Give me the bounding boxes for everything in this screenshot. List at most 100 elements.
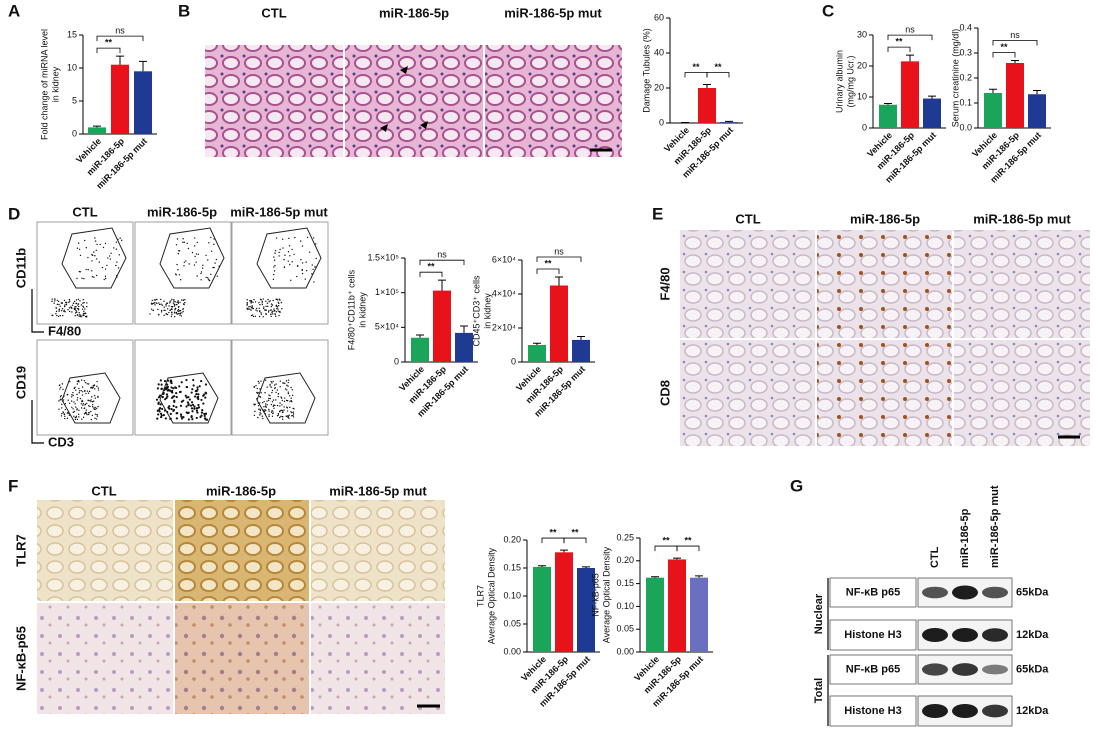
flow-event	[194, 389, 197, 393]
flow-event	[195, 416, 198, 420]
flow-event	[157, 401, 160, 404]
significance-label: **	[692, 62, 700, 72]
flow-event	[176, 301, 178, 304]
flow-event	[262, 316, 264, 318]
flow-event	[190, 415, 193, 418]
flow-event	[166, 389, 169, 392]
flow-event	[197, 393, 200, 396]
flow-event	[71, 396, 73, 398]
bar	[1028, 94, 1046, 128]
flow-event	[259, 396, 262, 398]
significance-bracket	[563, 537, 587, 544]
flow-event	[182, 299, 185, 302]
y-tick-label: 0.10	[616, 601, 634, 611]
flow-event	[52, 314, 54, 316]
flow-event	[248, 306, 250, 308]
flow-event	[292, 413, 295, 415]
flow-event	[288, 414, 290, 416]
flow-event	[78, 392, 80, 394]
flow-event	[109, 258, 112, 260]
flow-event	[197, 406, 201, 409]
flow-event	[204, 412, 208, 415]
flow-event	[272, 399, 275, 401]
flow-event	[178, 274, 181, 276]
band-size: 12kDa	[1016, 629, 1049, 641]
flow-event	[250, 301, 252, 303]
flow-event	[175, 391, 178, 395]
y-axis-label: NF-kB-p65	[590, 573, 600, 617]
column-header: CTL	[72, 204, 97, 219]
flow-event	[291, 411, 293, 414]
y-axis-label: TLR7	[475, 585, 485, 607]
flow-event	[309, 251, 311, 253]
gate	[61, 227, 127, 289]
error-bar	[533, 342, 541, 345]
flow-event	[76, 399, 78, 401]
flow-event	[300, 258, 302, 261]
flow-event	[86, 383, 88, 385]
flow-event	[275, 383, 277, 385]
flow-event	[257, 380, 260, 383]
blot-label: Histone H3	[844, 629, 901, 641]
significance-label: **	[684, 535, 692, 545]
flow-event	[84, 308, 86, 310]
flow-event	[64, 417, 66, 420]
y-axis-label: (mg/mg Ucr.)	[845, 55, 855, 107]
flow-event	[157, 308, 159, 311]
flow-event	[283, 258, 285, 261]
flow-event	[102, 246, 105, 249]
flow-event	[81, 277, 83, 280]
error-bar	[555, 276, 563, 286]
flow-event	[176, 313, 179, 315]
flow-event	[181, 312, 183, 314]
blot-label: NF-κB p65	[846, 586, 900, 598]
flow-event	[252, 301, 254, 304]
flow-event	[189, 404, 193, 407]
flow-event	[159, 415, 163, 419]
flow-event	[174, 301, 176, 303]
flow-event	[58, 303, 60, 306]
flow-event	[190, 391, 193, 394]
flow-event	[110, 252, 112, 255]
flow-event	[177, 300, 179, 302]
flow-event	[262, 307, 265, 310]
flow-event	[71, 311, 73, 313]
flow-event	[187, 418, 190, 421]
flow-event	[115, 241, 118, 243]
flow-event	[253, 404, 256, 406]
panel-label: E	[652, 204, 663, 223]
flow-event	[179, 413, 183, 416]
flow-event	[287, 379, 290, 381]
flow-event	[85, 412, 88, 414]
flow-event	[305, 261, 307, 263]
flow-event	[272, 278, 275, 281]
flow-event	[258, 302, 260, 304]
flow-event	[175, 303, 178, 306]
flow-event	[195, 261, 197, 263]
flow-event	[178, 385, 181, 388]
flow-event	[271, 415, 274, 417]
flow-event	[289, 263, 291, 266]
flow-event	[184, 298, 186, 301]
bar	[533, 566, 551, 652]
flow-event	[91, 406, 94, 408]
flow-event	[163, 300, 165, 302]
flow-event	[260, 313, 263, 315]
flow-event	[156, 387, 159, 390]
flow-event	[78, 312, 80, 314]
flow-event	[208, 279, 210, 282]
flow-event	[59, 305, 61, 307]
flow-event	[271, 401, 274, 403]
flow-event	[58, 309, 61, 311]
flow-event	[290, 386, 292, 389]
row-label: TLR7	[13, 534, 28, 567]
flow-event	[66, 417, 69, 419]
blot-band	[982, 664, 1008, 675]
flow-event	[82, 391, 84, 393]
column-header: miR-186-5p	[147, 204, 217, 219]
flow-event	[270, 303, 273, 305]
flow-event	[116, 261, 118, 263]
flow-event	[199, 415, 202, 419]
flow-event	[91, 260, 93, 262]
bar	[646, 577, 664, 652]
